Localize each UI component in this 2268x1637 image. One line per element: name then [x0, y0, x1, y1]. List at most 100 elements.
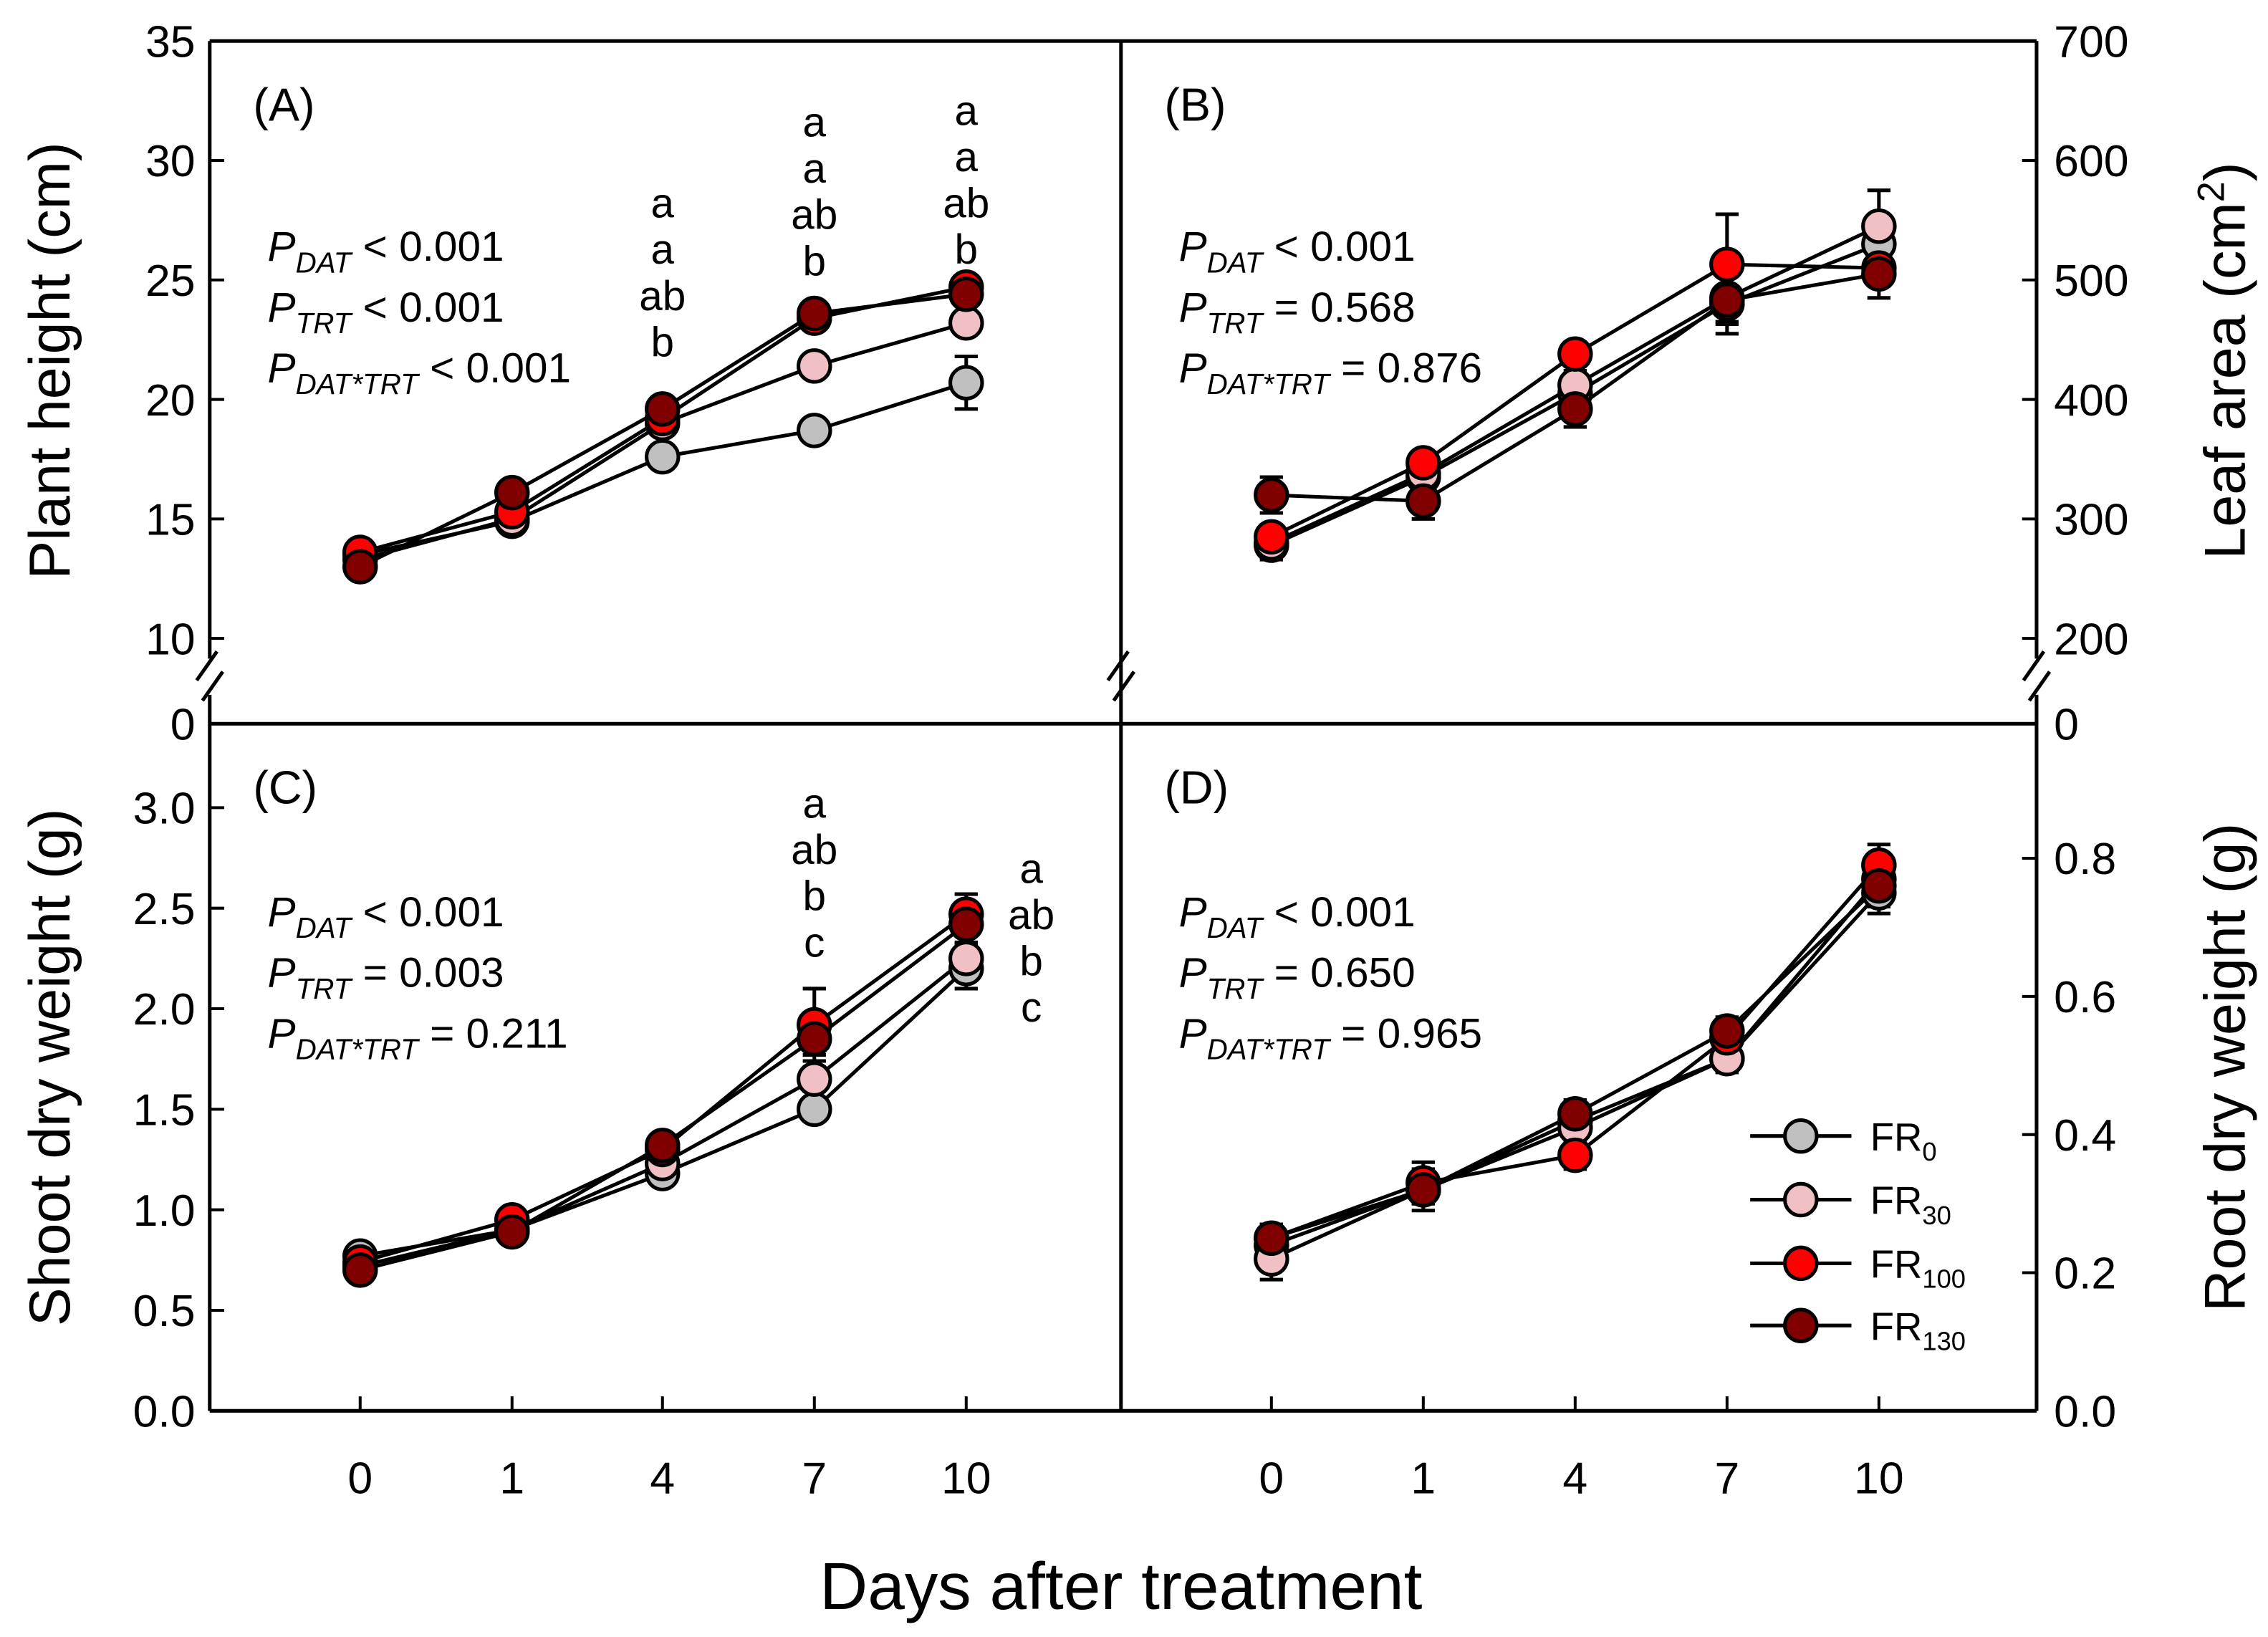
data-point-FR130: [494, 474, 530, 511]
data-point-FR130: [1254, 1220, 1289, 1257]
y-tick-label: 0.6: [2054, 972, 2116, 1022]
significance-letter: ab: [639, 273, 686, 320]
p-value: = 0.003: [351, 950, 504, 997]
p-subscript: DAT*TRT: [1207, 1033, 1332, 1066]
data-point-FR100: [1557, 1137, 1593, 1173]
significance-letter: b: [650, 319, 674, 365]
p-subscript: TRT: [1207, 972, 1265, 1005]
y-tick-label: 400: [2054, 375, 2128, 426]
p-symbol: P: [1179, 345, 1207, 392]
significance-letter: a: [954, 134, 978, 181]
y-axis-title: Leaf area (cm2): [2190, 162, 2258, 559]
p-symbol: P: [268, 950, 296, 997]
panel-label: (B): [1164, 79, 1226, 130]
p-subscript: DAT*TRT: [1207, 368, 1332, 400]
p-symbol: P: [1179, 224, 1207, 270]
significance-letter: ab: [943, 181, 989, 227]
significance-letter: a: [802, 99, 826, 145]
y-tick-label: 20: [145, 375, 196, 426]
y-tick-label: 300: [2054, 495, 2128, 545]
y-tick-label: 1.5: [133, 1085, 196, 1136]
legend-label-FR100: FR100: [1870, 1243, 1966, 1294]
y-tick-label-zero: 0: [2054, 699, 2079, 749]
legend-marker-FR30: [1783, 1181, 1819, 1218]
p-value-stat: PTRT = 0.650: [1179, 950, 1416, 1005]
data-point-FR130: [1557, 1096, 1593, 1132]
x-tick-label: 7: [1714, 1453, 1739, 1503]
y-tick-label: 0.2: [2054, 1249, 2116, 1299]
p-symbol: P: [268, 889, 296, 936]
x-tick-label: 4: [1562, 1453, 1587, 1503]
significance-letter: a: [1019, 845, 1043, 892]
data-point-FR30: [948, 941, 984, 976]
legend-subscript: 130: [1922, 1327, 1966, 1356]
x-tick-label: 10: [1854, 1453, 1904, 1503]
data-point-FR0: [645, 438, 681, 475]
p-value: < 0.001: [351, 224, 504, 270]
data-point-FR130: [1557, 391, 1593, 427]
y-tick-label: 2.5: [133, 884, 196, 934]
p-value-stat: PDAT*TRT = 0.876: [1179, 345, 1483, 400]
p-symbol: P: [1179, 889, 1207, 936]
x-tick-label: 10: [941, 1453, 991, 1503]
axis-break-mark: [1106, 650, 1130, 682]
legend-label-FR0: FR0: [1870, 1115, 1937, 1166]
p-value: < 0.001: [351, 889, 504, 936]
significance-letter: ab: [1008, 892, 1054, 938]
y-tick-label: 700: [2054, 16, 2128, 67]
p-value: < 0.001: [418, 345, 571, 392]
p-value-stat: PTRT = 0.003: [268, 950, 504, 1005]
p-value: < 0.001: [351, 284, 504, 331]
axis-break-mark: [2022, 650, 2046, 682]
p-value: < 0.001: [1262, 889, 1415, 936]
significance-letter: b: [802, 238, 826, 284]
p-subscript: TRT: [1207, 307, 1265, 340]
data-point-FR130: [1861, 256, 1897, 292]
significance-letter: a: [650, 181, 674, 227]
x-tick-label: 7: [802, 1453, 827, 1503]
y-tick-label: 600: [2054, 136, 2128, 186]
p-subscript: TRT: [296, 307, 354, 340]
data-point-FR130: [494, 1214, 530, 1250]
significance-letter: a: [954, 87, 978, 134]
y-tick-label: 500: [2054, 256, 2128, 306]
panel-c: 0.0 0.5 1.0 1.5 2.0 2.5 3.0 Shoot dry weight (g…: [18, 762, 1054, 1503]
data-point-FR0: [797, 1091, 832, 1128]
data-point-FR0: [948, 365, 984, 400]
significance-letter: a: [802, 780, 826, 827]
data-point-FR130: [948, 277, 984, 312]
y-tick-label: 0.5: [133, 1286, 196, 1336]
y-tick-label: 0.0: [2054, 1387, 2116, 1437]
x-tick-label: 4: [650, 1453, 675, 1503]
y-tick-label: 200: [2054, 614, 2128, 664]
y-axis-title: Shoot dry weight (g): [18, 808, 82, 1326]
data-point-FR130: [1861, 868, 1897, 904]
panel-label: (A): [253, 79, 314, 130]
data-point-FR130: [342, 549, 378, 585]
significance-letter: b: [1019, 938, 1043, 985]
data-point-FR130: [645, 391, 681, 427]
x-tick-label: 1: [1411, 1453, 1436, 1503]
y-tick-label: 1.0: [133, 1186, 196, 1236]
p-subscript: DAT: [296, 911, 354, 944]
series-line-FR130: [1271, 884, 1880, 1240]
y-tick-label-zero: 0: [170, 699, 196, 749]
data-point-FR130: [797, 295, 832, 332]
y-axis-title: Plant height (cm): [18, 142, 82, 579]
superscript: 2: [2190, 181, 2232, 202]
data-point-FR30: [1861, 208, 1897, 244]
x-tick-label: 0: [347, 1453, 373, 1503]
data-point-FR30: [797, 348, 832, 384]
panel-d: 0.0 0.2 0.4 0.6 0.8 Root dry weight (g) 0 1 4 7 10…: [1164, 762, 2257, 1503]
significance-letter: a: [802, 145, 826, 192]
significance-letter: a: [650, 226, 674, 273]
data-point-FR130: [1406, 1172, 1441, 1208]
axis-break-mark: [1112, 671, 1136, 702]
p-value-stat: PTRT < 0.001: [268, 284, 504, 340]
x-tick-label: 0: [1259, 1453, 1284, 1503]
significance-letter: b: [954, 226, 978, 273]
data-point-FR130: [1254, 477, 1289, 513]
y-tick-label: 15: [145, 495, 196, 545]
